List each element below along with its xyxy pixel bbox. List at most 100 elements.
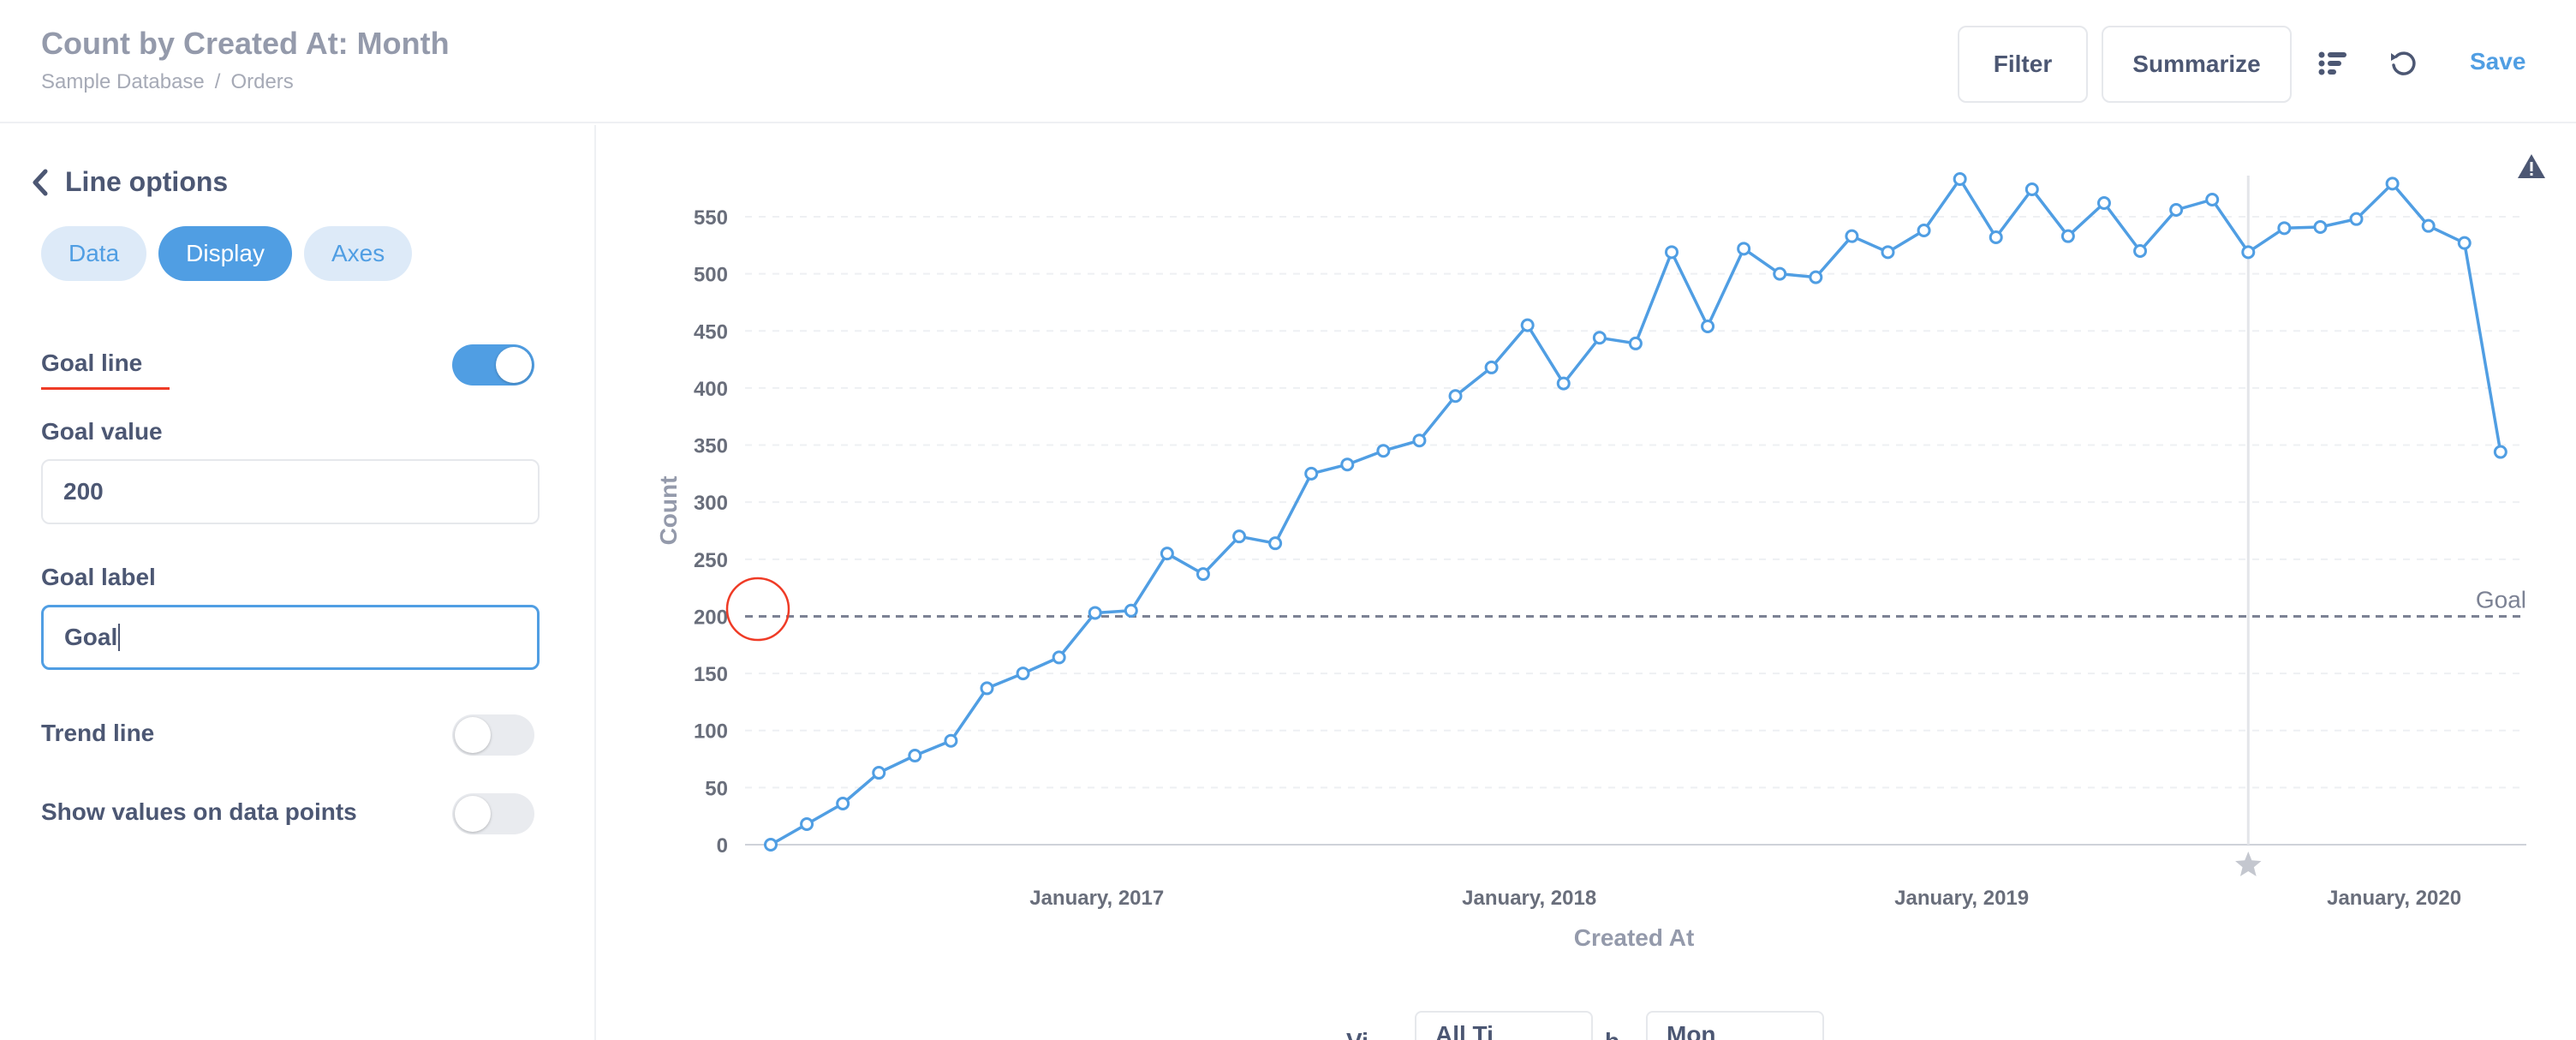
data-point [1088,606,1102,620]
y-tick-label: 400 [694,378,728,401]
show-values-label: Show values on data points [41,798,357,825]
goal-line-label: Goal line [41,350,143,376]
annotation-underline [41,387,170,390]
y-tick-label: 450 [694,320,728,344]
data-point [908,749,922,763]
notebook-editor-icon[interactable] [2317,48,2348,79]
settings-tabs: Data Display Axes [41,226,413,281]
tab-axes[interactable]: Axes [303,226,413,281]
annotation-circle [725,577,790,642]
data-point [2385,176,2400,191]
warning-icon[interactable] [2516,152,2547,180]
y-tick-label: 300 [694,492,728,515]
data-point [800,817,814,832]
back-to-options[interactable]: Line options [31,166,228,198]
breadcrumb-database[interactable]: Sample Database [41,70,205,93]
data-point [2169,203,2184,218]
breadcrumb: Sample Database / Orders [41,70,294,94]
data-point [2241,245,2256,260]
data-point [2457,236,2472,250]
footer-view-text: Vi [1346,1028,1368,1040]
trend-line-toggle[interactable] [452,714,534,756]
data-point [1592,331,1607,345]
data-point [980,681,994,696]
series-line [770,177,2502,846]
data-point [944,733,958,748]
query-header: Count by Created At: Month Sample Databa… [0,0,2576,123]
data-point [2421,218,2436,233]
y-tick-label: 350 [694,435,728,458]
tab-display[interactable]: Display [158,226,292,281]
data-point [1845,229,1859,243]
x-tick-label: January, 2018 [1462,887,1596,910]
data-point [2060,229,2075,243]
y-tick-label: 150 [694,663,728,686]
filter-button[interactable]: Filter [1958,26,2088,103]
data-point [1665,245,1679,260]
chevron-left-icon [33,169,48,195]
y-tick-label: 50 [705,777,728,800]
time-range-select[interactable]: All Ti [1415,1011,1593,1040]
data-point [1520,318,1535,332]
toggle-knob [455,796,491,832]
data-point [1809,270,1823,284]
goal-value-text: 200 [63,478,104,505]
data-point [2277,221,2292,236]
show-values-toggle[interactable] [452,793,534,834]
chart-area: 0 50 100 150 200 250 300 350 400 450 500 550 January… [598,125,2576,1040]
data-point [2493,445,2507,459]
data-point [836,797,850,811]
data-point [1268,536,1283,551]
goal-label-input[interactable]: Goal [41,605,540,670]
y-axis-title: Count [655,476,682,546]
y-tick-label: 250 [694,549,728,572]
data-point [1052,650,1066,665]
data-point [1917,223,1931,237]
y-tick-label: 100 [694,720,728,744]
breadcrumb-separator: / [214,70,221,93]
goal-label-label: Goal label [41,564,156,590]
data-point [1556,376,1571,391]
save-button[interactable]: Save [2470,48,2526,75]
x-tick-label: January, 2020 [2327,887,2461,910]
y-tick-label: 200 [694,606,728,629]
data-point [1376,444,1391,458]
data-point [1628,336,1643,350]
line-chart: 0 50 100 150 200 250 300 350 400 450 500 550 January… [655,172,2526,951]
data-point [1448,389,1463,403]
x-tick-label: January, 2019 [1894,887,2029,910]
text-caret [118,624,121,651]
refresh-icon[interactable] [2388,48,2418,79]
data-point [872,766,886,780]
time-unit-select[interactable]: Mon [1646,1011,1824,1040]
data-point [1304,466,1319,481]
data-point [1196,567,1210,582]
goal-label: Goal [2476,586,2526,613]
goal-label-text: Goal [64,624,118,650]
goal-value-input[interactable]: 200 [41,459,540,524]
summarize-button[interactable]: Summarize [2102,26,2292,103]
x-axis-title: Created At [1574,924,1695,951]
data-point [2313,219,2328,234]
data-point [2096,196,2111,211]
goal-line-toggle[interactable] [452,344,534,386]
data-point [1773,266,1787,281]
data-point [1737,242,1751,256]
data-point [2133,243,2148,258]
data-point [2024,182,2039,197]
data-point [1016,666,1030,681]
data-point [1124,603,1138,618]
data-point [1881,245,1895,260]
footer-by-text: b [1605,1028,1619,1040]
data-point [764,838,778,852]
data-point [1989,230,2003,244]
tab-data[interactable]: Data [41,226,147,281]
data-point [1484,360,1499,374]
time-unit-value: Mon [1667,1021,1716,1040]
time-range-value: All Ti [1435,1021,1494,1040]
x-tick-label: January, 2017 [1029,887,1164,910]
toggle-knob [455,717,491,753]
sidebar-title: Line options [65,166,229,197]
breadcrumb-table[interactable]: Orders [230,70,294,93]
data-point [1232,529,1247,544]
